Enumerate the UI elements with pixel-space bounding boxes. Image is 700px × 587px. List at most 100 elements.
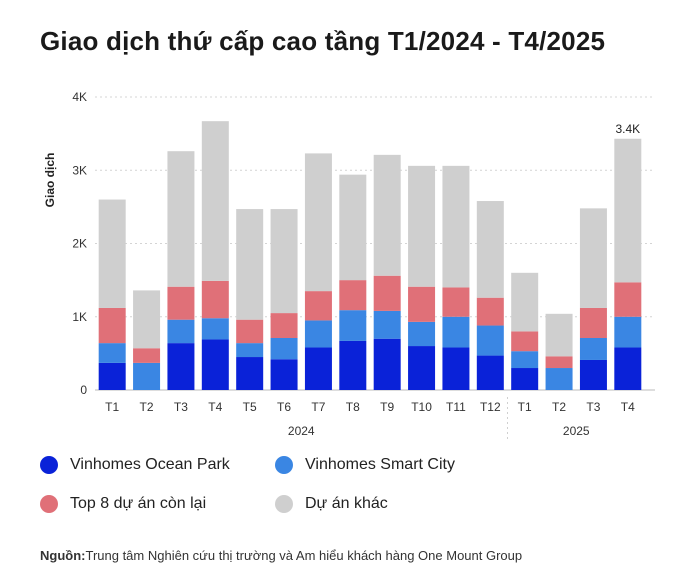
bar-segment	[545, 368, 573, 390]
bar-segment	[133, 290, 161, 349]
bar-segment	[614, 347, 642, 390]
bar-segment	[442, 316, 470, 348]
bar-segment	[442, 347, 470, 390]
x-tick-label: T9	[380, 400, 394, 414]
legend-item-smart-city: Vinhomes Smart City	[275, 456, 455, 474]
legend-item-other: Dự án khác	[275, 495, 388, 513]
bar-segment	[270, 337, 298, 360]
bar-segment	[511, 272, 539, 332]
bar-segment	[579, 337, 607, 360]
group-label: 2025	[563, 424, 590, 438]
bar-segment	[98, 307, 126, 344]
chart-title: Giao dịch thứ cấp cao tầng T1/2024 - T4/…	[40, 26, 606, 56]
bar-segment	[545, 356, 573, 369]
bar-segment	[579, 208, 607, 308]
bar-segment	[304, 153, 332, 292]
bar-segment	[511, 351, 539, 369]
bar-segment	[339, 174, 367, 281]
legend-swatch-ocean-park	[40, 456, 58, 474]
y-tick-label: 3K	[72, 163, 87, 177]
bar-segment	[167, 151, 195, 287]
x-tick-label: T2	[140, 400, 154, 414]
stacked-bar-chart: 0 1K 2K 3K 4K Giao dịch T1 T2 T3 T4 T5 T6 T7 T8 T9 T10 T…	[43, 90, 655, 440]
x-tick-label: T3	[586, 400, 600, 414]
x-tick-label: T2	[552, 400, 566, 414]
x-tick-label: T4	[208, 400, 222, 414]
bar-segment	[408, 321, 436, 347]
bar-segment	[167, 286, 195, 320]
bar-segment	[408, 346, 436, 390]
source-label: Nguồn:	[40, 548, 86, 563]
x-tick-label: T6	[277, 400, 291, 414]
legend-item-ocean-park: Vinhomes Ocean Park	[40, 456, 230, 474]
bar-segment	[167, 319, 195, 344]
y-tick-label: 4K	[72, 90, 87, 104]
bar-segment	[201, 318, 229, 340]
bar-segment	[476, 325, 504, 356]
bar-segment	[236, 343, 264, 358]
legend-item-top8: Top 8 dự án còn lại	[40, 495, 206, 513]
bar-segment	[408, 165, 436, 287]
bar-segment	[614, 282, 642, 317]
bar-segment	[133, 362, 161, 390]
bar-segment	[476, 297, 504, 326]
bar-segment	[339, 280, 367, 311]
x-tick-label: T5	[243, 400, 257, 414]
source-text: Trung tâm Nghiên cứu thị trường và Am hi…	[85, 548, 523, 563]
y-axis-label: Giao dịch	[43, 153, 57, 208]
legend-swatch-smart-city	[275, 456, 293, 474]
bar-segment	[304, 291, 332, 321]
bar-segment	[98, 362, 126, 390]
bar-segment	[442, 287, 470, 317]
x-tick-label: T10	[411, 400, 432, 414]
bar-segment	[236, 357, 264, 390]
bar-segment	[476, 201, 504, 298]
bar-segment	[98, 199, 126, 308]
bar-segment	[270, 209, 298, 314]
y-tick-label: 2K	[72, 237, 87, 251]
bar-segment	[614, 316, 642, 348]
x-tick-label: T12	[480, 400, 501, 414]
legend-swatch-top8	[40, 495, 58, 513]
bar-segment	[236, 209, 264, 320]
bar-segment	[511, 331, 539, 352]
bar-segment	[614, 138, 642, 283]
x-tick-label: T11	[446, 400, 466, 414]
bar-segment	[511, 368, 539, 390]
bar-segment	[373, 275, 401, 311]
bar-segment	[304, 320, 332, 348]
bar-segment	[579, 359, 607, 390]
source-note: Nguồn:Trung tâm Nghiên cứu thị trường và…	[40, 548, 522, 563]
x-tick-label: T3	[174, 400, 188, 414]
bar-segment	[133, 348, 161, 363]
bar-segment	[408, 286, 436, 322]
bar-segment	[579, 307, 607, 338]
bar-segment	[476, 355, 504, 390]
legend-swatch-other	[275, 495, 293, 513]
bar-segment	[167, 343, 195, 390]
bar-segment	[442, 165, 470, 288]
bar-segment	[373, 310, 401, 339]
legend-label-ocean-park: Vinhomes Ocean Park	[70, 456, 230, 473]
bar-segment	[339, 310, 367, 341]
bar-segment	[270, 359, 298, 390]
bar-segment	[304, 347, 332, 390]
x-tick-label: T8	[346, 400, 360, 414]
y-tick-label: 1K	[72, 310, 87, 324]
legend-label-smart-city: Vinhomes Smart City	[305, 456, 455, 473]
bar-segment	[236, 319, 264, 344]
bar-segment	[339, 340, 367, 390]
bar-segment	[201, 280, 229, 319]
bar-segment	[373, 154, 401, 276]
x-tick-label: T1	[105, 400, 119, 414]
bar-segment	[545, 313, 573, 357]
legend-label-other: Dự án khác	[305, 495, 388, 512]
bar-segment	[201, 339, 229, 390]
bar-segment	[201, 121, 229, 281]
x-tick-label: T4	[621, 400, 635, 414]
bar-segment	[98, 343, 126, 363]
data-label: 3.4K	[615, 122, 640, 136]
bar-segment	[373, 338, 401, 390]
group-label: 2024	[288, 424, 315, 438]
x-tick-label: T7	[311, 400, 325, 414]
